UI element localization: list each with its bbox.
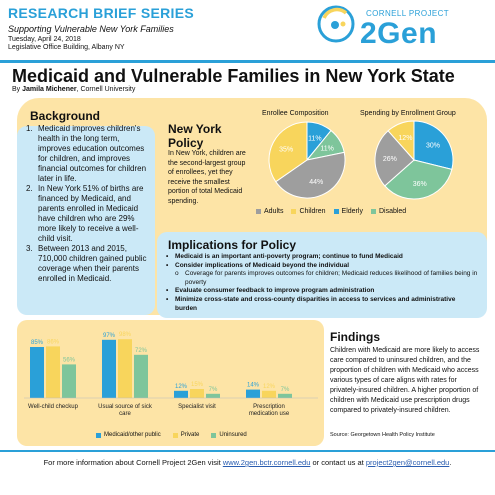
page-title: Medicaid and Vulnerable Families in New …	[12, 66, 455, 86]
pie2-title: Spending by Enrollment Group	[360, 110, 456, 117]
pie-slice-label: 44%	[309, 179, 323, 186]
source-note: Source: Georgetown Health Policy Institu…	[330, 432, 435, 438]
pie-slice-label: 11%	[320, 145, 334, 152]
bar	[30, 347, 44, 398]
bar-value-label: 7%	[209, 387, 218, 393]
category-label: medication use	[249, 411, 290, 417]
bar	[46, 346, 60, 398]
brand-top: CORNELL PROJECT	[366, 9, 450, 18]
access-bar-chart: 85% 86% 56% Well-child checkup 97% 98% 72% Usua…	[24, 332, 318, 417]
implications-list: • Medicaid is an important anti-poverty p…	[163, 253, 479, 313]
website-link[interactable]: www.2gen.bctr.cornell.edu	[222, 458, 311, 467]
category-label: Prescription	[253, 404, 285, 410]
pie-slice-adults	[374, 130, 415, 187]
bar-value-label: 85%	[31, 340, 44, 346]
bar	[134, 354, 148, 398]
implications-card	[157, 232, 487, 318]
legend-item: Private	[172, 432, 199, 438]
pie-slice-elderly	[413, 120, 454, 170]
bar	[262, 390, 276, 398]
legend-item: Medicaid/other public	[96, 432, 161, 438]
bar-legend: Medicaid/other public Private Uninsured	[96, 432, 247, 438]
bar-value-label: 14%	[247, 383, 260, 389]
list-item: • Medicaid is an important anti-poverty p…	[166, 253, 403, 260]
bar-value-label: 7%	[281, 387, 290, 393]
findings-title: Findings	[330, 330, 380, 344]
list-item: 2. In New York 51% of births are financed…	[26, 184, 144, 243]
pie-legend: Adults Children Elderly Disabled	[256, 208, 406, 215]
series-title: RESEARCH BRIEF SERIES	[8, 5, 194, 21]
author-name: Jamila Michener	[22, 86, 77, 93]
list-item: • Consider implications of Medicaid beyon…	[166, 261, 350, 269]
bar	[190, 389, 204, 398]
legend-item: Uninsured	[211, 432, 247, 438]
bar	[118, 339, 132, 398]
implications-title: Implications for Policy	[168, 238, 297, 252]
bar-value-label: 86%	[47, 339, 60, 345]
legend-item: Elderly	[333, 208, 363, 215]
bar-value-label: 12%	[263, 384, 276, 390]
bar	[278, 393, 292, 398]
email-link[interactable]: project2gen@cornell.edu	[365, 458, 450, 467]
bar-value-label: 12%	[175, 384, 188, 390]
bar	[206, 393, 220, 398]
bar-value-label: 98%	[119, 332, 132, 338]
pie-slice-adults	[275, 151, 346, 199]
bar-value-label: 97%	[103, 333, 116, 339]
list-item: • Minimize cross-state and cross-county d…	[166, 295, 456, 312]
pie1-title: Enrollee Composition	[262, 110, 329, 117]
findings-text: Children with Medicaid are more likely t…	[330, 347, 480, 414]
pie-slice-children	[268, 121, 308, 183]
enrollee-pie-chart: 11% 11% 44% 35%	[268, 121, 346, 199]
bar	[62, 364, 76, 398]
pie-slice-label: 12%	[398, 135, 412, 142]
byline: By Jamila Michener, Cornell University	[12, 86, 136, 93]
pie-slice-label: 30%	[426, 143, 440, 150]
background-title: Background	[30, 109, 101, 123]
list-item: 1. Medicaid improves children's health in…	[26, 124, 147, 183]
bar	[246, 389, 260, 398]
bar-value-label: 56%	[63, 357, 76, 363]
category-label: Usual source of sick	[98, 404, 153, 410]
brand-main: 2Gen	[360, 17, 438, 50]
legend-item: Adults	[256, 208, 283, 215]
legend-item: Disabled	[370, 208, 406, 215]
2gen-logo-icon	[317, 5, 355, 43]
pie-slice-label: 36%	[413, 181, 427, 188]
header-rule	[0, 60, 495, 63]
background-list: 1. Medicaid improves children's health in…	[26, 124, 152, 284]
footer-rule	[0, 450, 495, 452]
pie-slice-label: 35%	[279, 147, 293, 154]
list-item: 3. Between 2013 and 2015, 710,000 childre…	[26, 244, 147, 283]
bar-value-label: 15%	[191, 382, 204, 388]
bar	[174, 390, 188, 398]
list-item: • Evaluate consumer feedback to improve p…	[166, 287, 375, 295]
bar-value-label: 72%	[135, 348, 148, 354]
pie-slice-label: 26%	[383, 156, 397, 163]
pie-slice-label: 11%	[308, 135, 322, 142]
pie-slice-disabled	[384, 159, 453, 200]
event-location: Legislative Office Building, Albany NY	[8, 44, 125, 51]
ny-policy-title: New York Policy	[168, 122, 222, 150]
legend-item: Children	[291, 208, 326, 215]
list-subitem: o Coverage for parents improves outcomes …	[175, 270, 478, 286]
brief-subtitle: Supporting Vulnerable New York Families	[8, 24, 174, 34]
category-label: Well-child checkup	[28, 404, 79, 410]
event-date: Tuesday, April 24, 2018	[8, 36, 81, 43]
category-label: care	[119, 411, 131, 417]
category-label: Specialist visit	[178, 404, 216, 410]
spending-pie-chart: 30% 36% 26% 12%	[374, 120, 454, 200]
footer: For more information about Cornell Proje…	[43, 458, 452, 467]
background-card	[17, 126, 155, 315]
pie-slice-children	[387, 120, 415, 162]
ny-policy-text: In New York, children are the second-lar…	[168, 150, 246, 205]
bar	[102, 339, 116, 398]
